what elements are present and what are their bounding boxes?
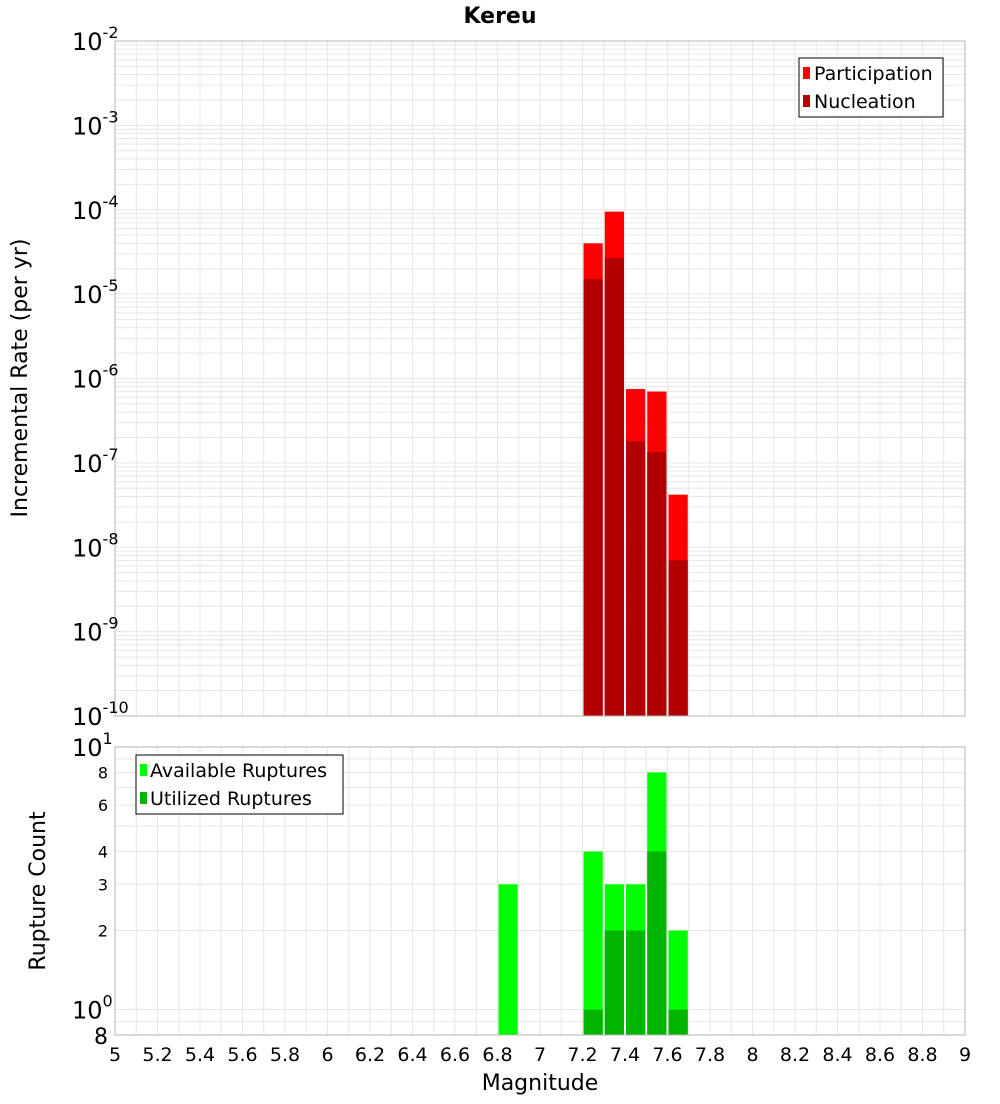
bottom-y-tick-label: 3	[98, 875, 108, 894]
x-tick-label: 6.4	[397, 1044, 427, 1066]
x-tick-label: 6.8	[482, 1044, 512, 1066]
x-tick-label: 8.2	[780, 1044, 810, 1066]
bottom-y-tick-label: 4	[98, 842, 108, 861]
nucleation-swatch	[803, 95, 810, 107]
utilized-swatch	[140, 792, 147, 804]
nucleation-bar	[668, 560, 688, 716]
nucleation-legend-label: Nucleation	[814, 91, 916, 113]
nucleation-bar	[583, 279, 603, 716]
x-tick-label: 5.8	[270, 1044, 300, 1066]
bottom-y-tick-label: 6	[98, 796, 108, 815]
top-y-axis-label: Incremental Rate (per yr)	[8, 239, 33, 518]
top-y-tick-label: 10-5	[72, 276, 119, 309]
x-tick-label: 6.6	[440, 1044, 470, 1066]
nucleation-bar	[647, 451, 667, 716]
bottom-y-tick-label: 8	[98, 763, 108, 782]
top-y-tick-label: 10-4	[72, 192, 119, 225]
x-axis-ticks: 5 5.2 5.4 5.6 5.8 6 6.2 6.4 6.6 6.8 7 7.2 7.4 7.6 7.8 8…	[109, 1044, 971, 1066]
top-y-tick-label: 10-7	[72, 445, 119, 478]
x-tick-label: 7.8	[695, 1044, 725, 1066]
participation-legend-label: Participation	[814, 63, 933, 85]
bottom-y-axis-label: Rupture Count	[26, 811, 51, 971]
available-bar	[668, 930, 688, 1035]
available-bar	[583, 851, 603, 1035]
x-tick-label: 6	[321, 1044, 333, 1066]
x-tick-label: 5	[109, 1044, 121, 1066]
x-tick-label: 7.2	[567, 1044, 597, 1066]
utilized-bar	[604, 930, 624, 1035]
top-y-tick-label: 10-10	[72, 698, 129, 731]
x-tick-label: 5.4	[185, 1044, 215, 1066]
bottom-y-tick-label: 100	[72, 992, 113, 1025]
participation-swatch	[803, 67, 810, 79]
top-y-tick-label: 10-9	[72, 614, 119, 647]
x-tick-label: 6.2	[355, 1044, 385, 1066]
x-tick-label: 8.6	[865, 1044, 895, 1066]
top-y-tick-label: 10-2	[72, 23, 119, 56]
x-tick-label: 5.6	[227, 1044, 257, 1066]
x-tick-label: 8.4	[822, 1044, 852, 1066]
top-legend: Participation Nucleation	[798, 57, 944, 118]
x-tick-label: 7.6	[652, 1044, 682, 1066]
x-tick-label: 8	[746, 1044, 758, 1066]
bottom-y-tick-label: 101	[72, 729, 113, 762]
x-tick-label: 9	[959, 1044, 971, 1066]
x-tick-label: 5.2	[142, 1044, 172, 1066]
bottom-legend: Available Ruptures Utilized Ruptures	[135, 754, 344, 815]
utilized-bar	[626, 930, 646, 1035]
bottom-plot-frame	[114, 746, 966, 1036]
top-plot-frame	[114, 40, 966, 717]
bottom-y-tick-label: 2	[98, 922, 108, 941]
available-bar	[498, 884, 518, 1035]
utilized-legend-label: Utilized Ruptures	[150, 788, 312, 810]
top-y-tick-label: 10-6	[72, 361, 119, 394]
available-legend-label: Available Ruptures	[150, 760, 327, 782]
utilized-bar	[647, 851, 667, 1035]
top-y-tick-label: 10-8	[72, 529, 119, 562]
top-panel: 10-2 10-3 10-4 10-5 10-6 10-7 10-8 10-9 10-10 Par…	[72, 23, 966, 731]
available-swatch	[140, 764, 147, 776]
x-tick-label: 7.4	[610, 1044, 640, 1066]
x-tick-label: 8.8	[907, 1044, 937, 1066]
utilized-bar	[583, 1009, 603, 1035]
top-legend-box	[798, 57, 944, 118]
nucleation-bar	[604, 257, 624, 716]
nucleation-bar	[626, 441, 646, 716]
utilized-bar	[668, 1009, 688, 1035]
bottom-legend-box	[135, 754, 344, 815]
top-y-tick-label: 10-3	[72, 107, 119, 140]
x-axis-label: Magnitude	[482, 1071, 599, 1096]
x-tick-label: 7	[534, 1044, 546, 1066]
bottom-y-tick-label: 8	[94, 1025, 108, 1050]
chart-title: Kereu	[463, 4, 536, 29]
